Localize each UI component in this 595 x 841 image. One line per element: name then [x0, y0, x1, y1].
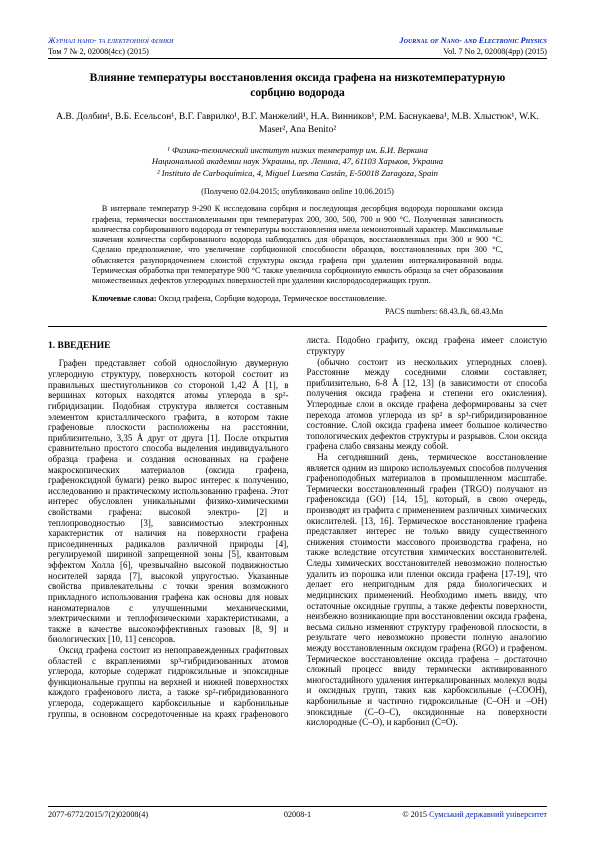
article-title: Влияние температуры восстановления оксид…	[78, 71, 517, 101]
issue-ua: Том 7 № 2, 02008(4cc) (2015)	[48, 47, 149, 56]
body-paragraph: (обычно состоит из нескольких углеродных…	[307, 357, 548, 452]
header-row-1: Журнал нано- та електронної фізики Journ…	[48, 36, 547, 45]
keywords-text: Оксид графена, Сорбция водорода, Термиче…	[157, 294, 387, 303]
page: Журнал нано- та електронної фізики Journ…	[0, 0, 595, 758]
header-separator	[48, 58, 547, 59]
body-columns: 1. ВВЕДЕНИЕ Графен представляет собой од…	[48, 335, 547, 728]
affiliations: ¹ Физико-технический институт низких тем…	[48, 145, 547, 180]
section-title: 1. ВВЕДЕНИЕ	[48, 341, 289, 352]
abstract: В интервале температур 9-290 К исследова…	[92, 204, 503, 286]
pacs: PACS numbers: 68.43.Jk, 68.43.Mn	[92, 307, 503, 316]
keywords-label: Ключевые слова:	[92, 294, 157, 303]
footer: 2077-6772/2015/7(2)02008(4) 02008-1 © 20…	[48, 806, 547, 819]
journal-name-en[interactable]: Journal of Nano- and Electronic Physics	[400, 36, 547, 45]
affil-2: Национальной академии наук Украины, пр. …	[48, 156, 547, 168]
body-paragraph: Графен представляет собой однослойную дв…	[48, 358, 289, 644]
affil-3: ² Instituto de Carboquímica, 4, Miguel L…	[48, 168, 547, 180]
body-paragraph: На сегодняшний день, термическое восстан…	[307, 452, 548, 728]
dates: (Получено 02.04.2015; опубликовано onlin…	[48, 187, 547, 196]
footer-center: 02008-1	[48, 810, 547, 819]
keywords: Ключевые слова: Оксид графена, Сорбция в…	[92, 294, 503, 303]
journal-name-ua[interactable]: Журнал нано- та електронної фізики	[48, 36, 173, 45]
issue-en: Vol. 7 No 2, 02008(4pp) (2015)	[443, 47, 547, 56]
abstract-separator	[48, 326, 547, 327]
affil-1: ¹ Физико-технический институт низких тем…	[48, 145, 547, 157]
header-row-2: Том 7 № 2, 02008(4cc) (2015) Vol. 7 No 2…	[48, 47, 547, 56]
authors: А.В. Долбин¹, В.Б. Есельсон¹, В.Г. Гаври…	[48, 111, 547, 137]
